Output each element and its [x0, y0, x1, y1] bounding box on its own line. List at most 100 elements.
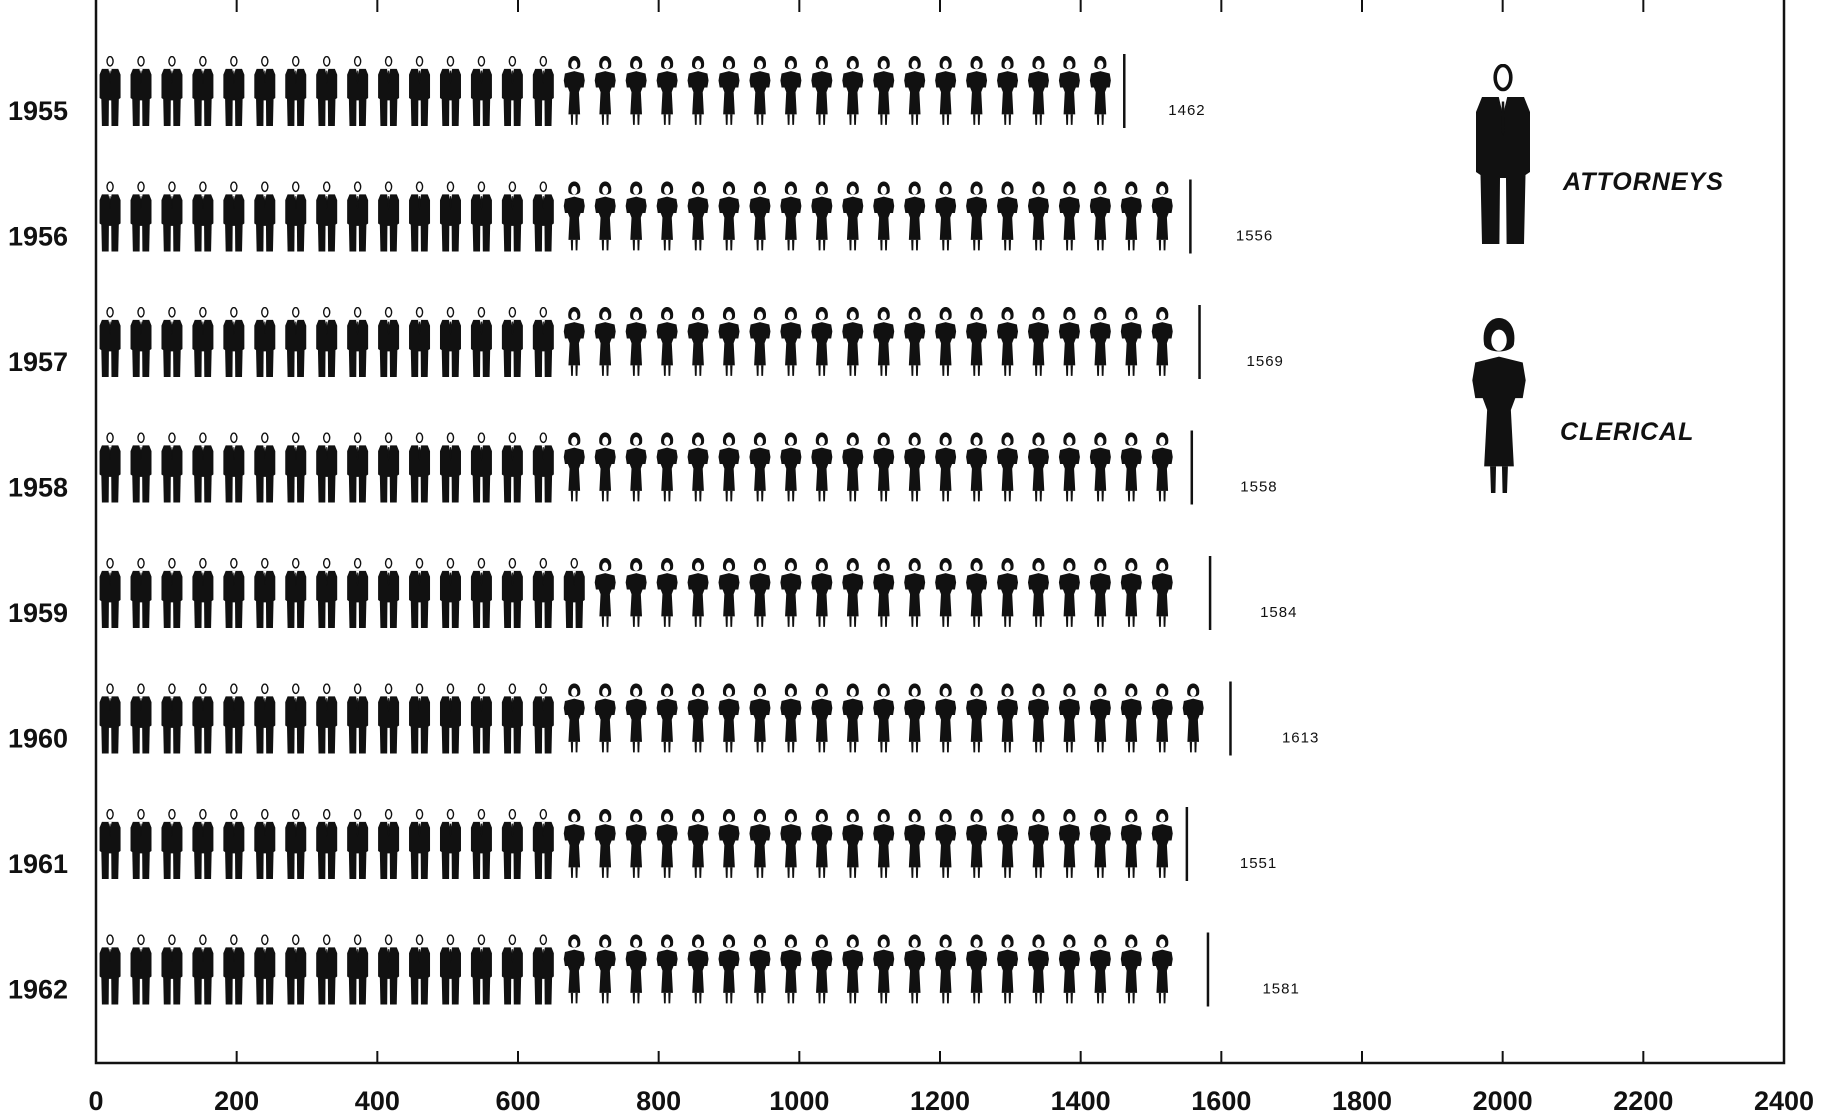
clerical-figure — [842, 181, 864, 251]
clerical-figure — [966, 934, 988, 1004]
legend-item-clerical: CLERICAL — [1472, 318, 1694, 494]
attorney-figure — [439, 558, 462, 628]
x-tick-label: 0 — [88, 1086, 103, 1116]
attorney-figure — [470, 558, 493, 628]
attorney-figure — [191, 181, 215, 252]
legend-label-clerical: CLERICAL — [1560, 418, 1694, 446]
x-tick-label: 1600 — [1191, 1086, 1251, 1116]
clerical-figure — [1027, 56, 1049, 125]
clerical-figure — [1058, 432, 1080, 502]
attorney-figure — [98, 683, 122, 754]
clerical-figure — [594, 432, 616, 502]
clerical-figure — [904, 934, 926, 1004]
clerical-figure — [563, 56, 585, 125]
attorney-figure — [98, 307, 122, 377]
clerical-figure — [594, 56, 616, 125]
x-tick-label: 2400 — [1754, 1086, 1814, 1116]
attorney-figure — [160, 558, 184, 628]
clerical-figure — [997, 432, 1019, 502]
attorney-figure — [501, 432, 524, 503]
attorney-figure — [408, 934, 431, 1005]
clerical-figure — [966, 307, 988, 376]
y-tick-label: 1955 — [8, 96, 68, 126]
clerical-figure — [873, 56, 895, 125]
clerical-figure — [811, 809, 833, 878]
clerical-figure-partial — [1182, 934, 1204, 1004]
clerical-figure — [1120, 558, 1142, 627]
clerical-figure — [811, 558, 833, 627]
attorney-figure — [129, 809, 153, 879]
clerical-figure — [749, 432, 771, 502]
x-tick-label: 600 — [495, 1086, 540, 1116]
attorney-figure — [253, 181, 277, 252]
total-labels: 1462 1556 1569 1558 1584 1613 1551 1581 — [1168, 102, 1318, 998]
clerical-figure — [1151, 432, 1173, 502]
pictograph-rows — [98, 54, 1232, 1007]
clerical-figure — [1120, 307, 1142, 376]
clerical-figure — [873, 683, 895, 753]
legend-item-attorneys: ATTORNEYS — [1476, 66, 1723, 245]
x-tick-label: 400 — [355, 1086, 400, 1116]
clerical-figure — [842, 558, 864, 627]
clerical-figure — [656, 683, 678, 753]
clerical-figure — [687, 683, 709, 753]
attorney-figure — [470, 307, 493, 377]
clerical-figure — [904, 558, 926, 627]
clerical-figure — [1089, 432, 1111, 502]
clerical-figure — [1089, 809, 1111, 878]
attorney-figure — [501, 307, 524, 377]
clerical-figure — [1058, 181, 1080, 251]
clerical-figure — [1058, 683, 1080, 753]
attorney-figure — [439, 307, 462, 377]
attorney-figure — [346, 307, 369, 377]
clerical-figure — [842, 56, 864, 125]
attorney-figure — [470, 181, 493, 252]
bar-row — [98, 807, 1189, 881]
clerical-figure — [718, 56, 740, 125]
attorney-figure — [160, 809, 184, 879]
bar-row — [98, 932, 1210, 1007]
clerical-figure — [718, 181, 740, 251]
clerical-figure — [935, 683, 957, 753]
attorney-figure — [315, 809, 338, 879]
attorney-figure — [563, 558, 586, 628]
attorney-figure — [253, 809, 277, 879]
attorney-figure — [284, 934, 307, 1005]
clerical-figure — [997, 683, 1019, 753]
attorney-figure — [377, 307, 400, 377]
attorney-figure — [253, 307, 277, 377]
clerical-figure — [594, 558, 616, 627]
attorney-figure — [160, 307, 184, 377]
clerical-figure — [873, 558, 895, 627]
attorney-figure — [501, 934, 524, 1005]
clerical-figure — [1151, 683, 1173, 753]
attorney-figure — [408, 181, 431, 252]
clerical-figure-partial — [1182, 558, 1204, 627]
bar-row — [98, 556, 1212, 630]
y-tick-label: 1958 — [8, 473, 68, 503]
attorney-figure — [470, 809, 493, 879]
clerical-figure — [873, 432, 895, 502]
clerical-figure — [656, 809, 678, 878]
clerical-figure — [1027, 432, 1049, 502]
clerical-figure — [997, 934, 1019, 1004]
attorney-figure — [439, 809, 462, 879]
attorney-figure — [315, 432, 338, 503]
attorney-figure — [439, 56, 462, 126]
y-tick-label: 1960 — [8, 724, 68, 754]
clerical-figure — [842, 934, 864, 1004]
clerical-figure — [1151, 809, 1173, 878]
clerical-figure — [1058, 809, 1080, 878]
clerical-figure — [811, 56, 833, 125]
x-tick-label: 200 — [214, 1086, 259, 1116]
attorney-figure — [501, 809, 524, 879]
attorney-figure — [129, 558, 153, 628]
clerical-figure — [780, 56, 802, 125]
attorney-figure — [160, 432, 184, 503]
attorney-figure — [191, 934, 215, 1005]
clerical-figure — [625, 181, 647, 251]
x-tick-label: 800 — [636, 1086, 681, 1116]
attorney-figure — [439, 432, 462, 503]
clerical-figure — [997, 181, 1019, 251]
clerical-figure — [594, 809, 616, 878]
